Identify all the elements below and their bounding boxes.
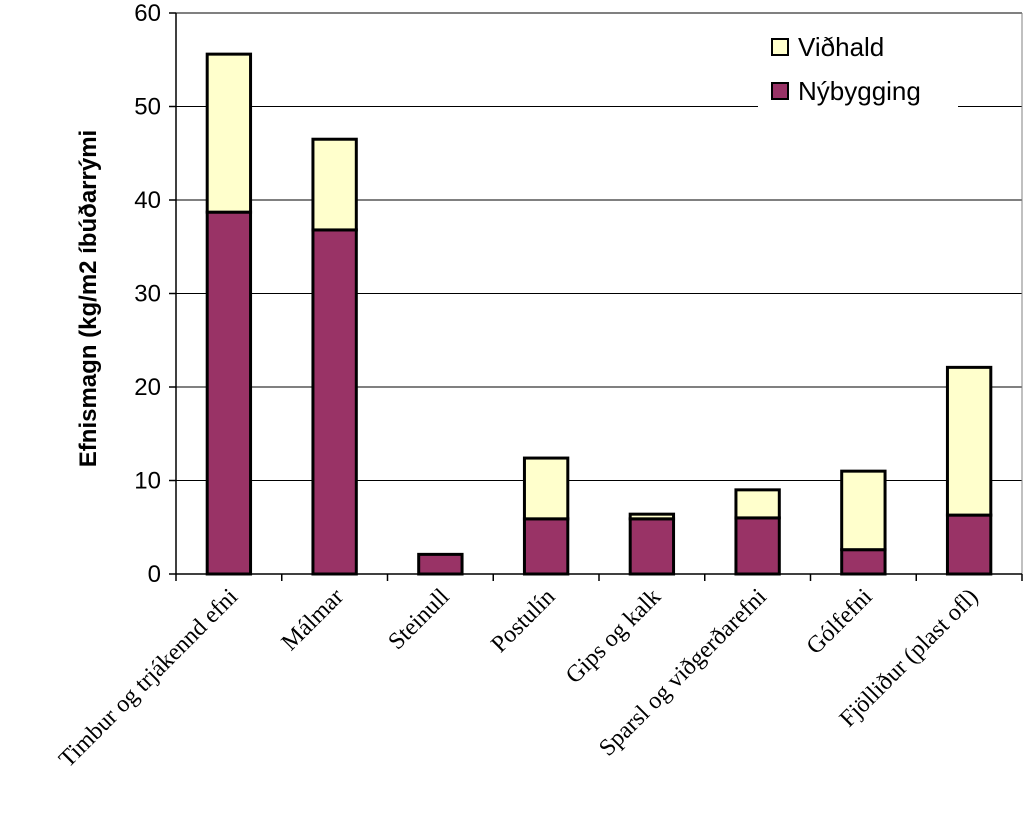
legend-swatch-vidhald <box>771 38 789 56</box>
legend-box <box>758 25 958 117</box>
legend-label-vidhald: Viðhald <box>798 32 884 62</box>
bars <box>205 52 993 576</box>
y-tick-label-50: 50 <box>134 94 161 121</box>
bar-vidhald-4 <box>628 512 676 521</box>
bar-nybygging-0 <box>205 210 253 576</box>
bar-vidhald-6 <box>840 469 887 552</box>
y-tick-label-10: 10 <box>134 468 161 495</box>
bar-nybygging-2 <box>417 552 464 576</box>
x-axis-ticks: Timbur og trjákennd efni Málmar Steinull Po… <box>54 574 1023 773</box>
x-tick-label-0: Timbur og trjákennd efni <box>54 584 243 773</box>
bar-vidhald-7 <box>945 365 993 517</box>
x-tick-label-3: Postulín <box>486 584 560 658</box>
legend-label-nybygging: Nýbygging <box>798 76 921 106</box>
y-tick-label-60: 60 <box>134 0 161 27</box>
bar-vidhald-3 <box>522 456 570 521</box>
bar-vidhald-5 <box>734 488 781 520</box>
x-tick-label-4: Gips og kalk <box>561 584 666 689</box>
x-tick-label-2: Steinull <box>383 584 454 655</box>
bar-nybygging-7 <box>945 513 993 576</box>
x-tick-label-6: Gólfefni <box>802 584 878 660</box>
y-tick-label-30: 30 <box>134 281 161 308</box>
legend-swatch-nybygging <box>771 82 789 100</box>
bar-nybygging-6 <box>840 548 887 576</box>
bar-vidhald-0 <box>205 52 253 214</box>
bar-vidhald-1 <box>311 137 358 232</box>
y-tick-label-0: 0 <box>148 561 161 588</box>
bar-nybygging-5 <box>734 516 781 576</box>
y-tick-label-20: 20 <box>134 374 161 401</box>
y-axis-label: Efnismagn (kg/m2 íbúðarrými <box>75 130 102 467</box>
y-tick-label-40: 40 <box>134 187 161 214</box>
bar-nybygging-3 <box>522 517 570 576</box>
y-axis-ticks: 0 10 20 30 40 50 60 <box>134 0 176 588</box>
x-tick-label-1: Málmar <box>277 584 349 656</box>
bar-nybygging-1 <box>311 228 358 576</box>
bar-nybygging-4 <box>628 517 676 576</box>
legend: Viðhald Nýbygging <box>758 25 958 117</box>
